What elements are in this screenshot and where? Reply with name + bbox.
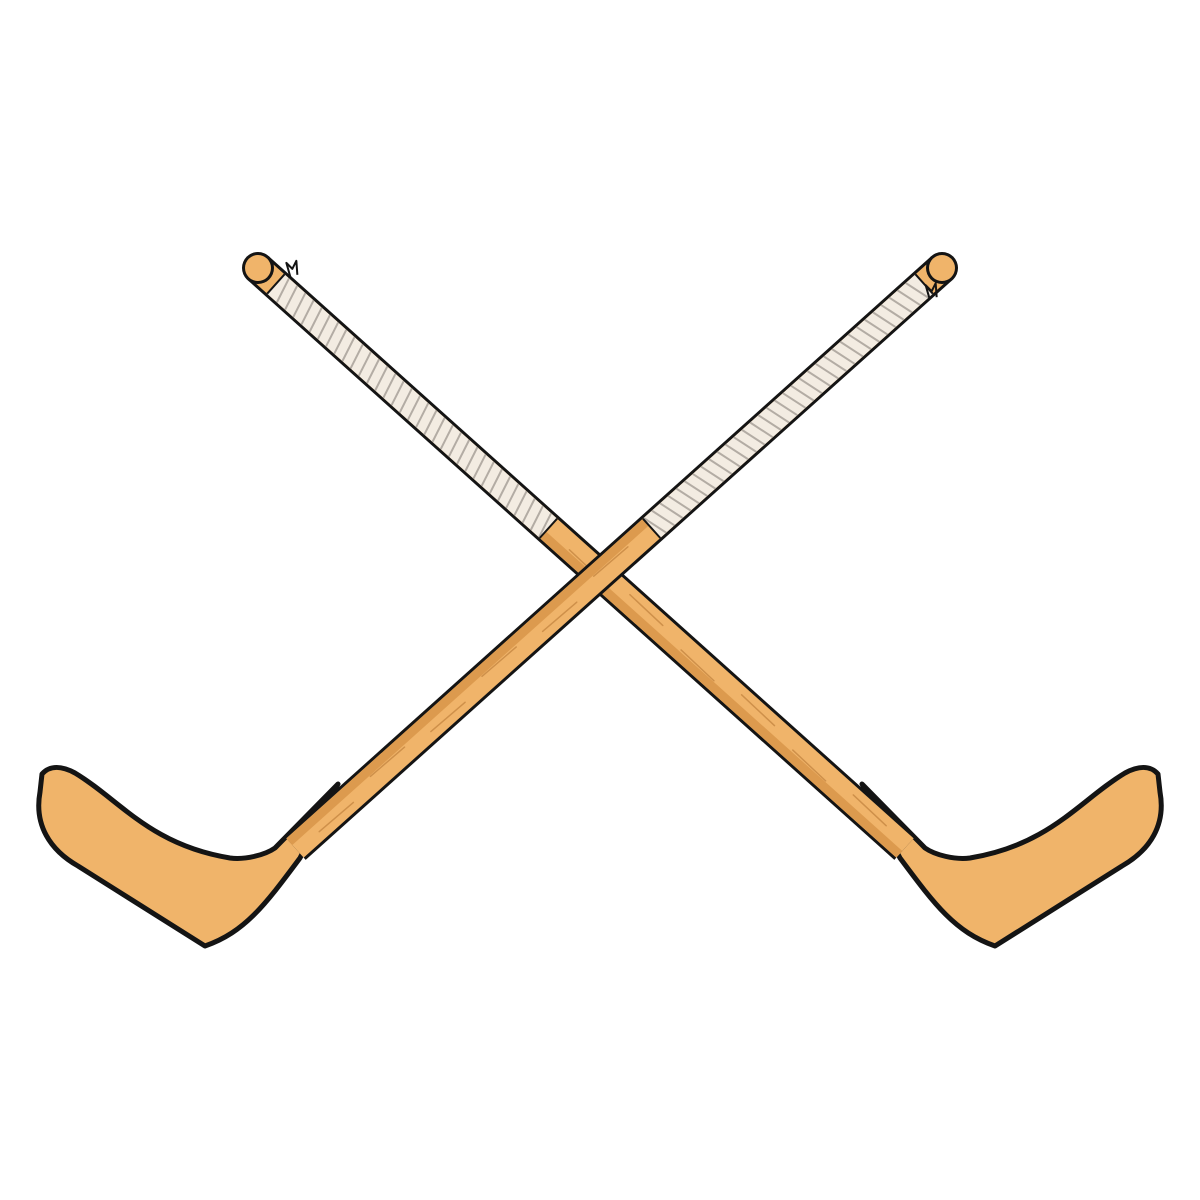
hockey-stick-left-tape-stripe bbox=[798, 377, 823, 394]
hockey-stick-right-blade bbox=[859, 765, 1164, 949]
hockey-stick-right-tape-stripe bbox=[521, 498, 536, 524]
hockey-stick-right-tape-edge bbox=[266, 273, 286, 295]
hockey-stick-left-tape-stripe bbox=[749, 421, 774, 439]
hockey-stick-left-wood-grain bbox=[481, 646, 517, 678]
hockey-stick-right-shaft-butt-face bbox=[245, 255, 271, 281]
hockey-stick-right-tape-stripe bbox=[513, 490, 528, 516]
hockey-stick-right-tape-stripe bbox=[316, 314, 331, 340]
hockey-stick-right-wood-grain bbox=[852, 794, 887, 827]
hockey-stick-right-wood-grain bbox=[792, 749, 827, 782]
hockey-stick-right-tape-stripe bbox=[480, 461, 495, 487]
hockey-stick-right-tape-stripe bbox=[505, 483, 520, 509]
hockey-stick-right-tape-stripe bbox=[341, 336, 356, 362]
hockey-stick-right-tape-stripe bbox=[275, 277, 290, 303]
hockey-stick-right-tape-stripe bbox=[529, 505, 544, 531]
hockey-stick-left-tape-stripe bbox=[675, 487, 700, 505]
hockey-stick-left-tape-stripe bbox=[839, 340, 864, 358]
hockey-stick-left-tape-stripe bbox=[823, 355, 847, 372]
hockey-stick-left-tape-edge bbox=[642, 517, 662, 539]
hockey-stick-left-tape-stripe bbox=[716, 451, 741, 468]
hockey-stick-left-wood-grain bbox=[318, 801, 355, 833]
hockey-stick-right-tape-stripe bbox=[366, 358, 381, 384]
hockey-stick-left-tape-stripe bbox=[741, 429, 766, 446]
hockey-stick-left-tape-stripe bbox=[872, 311, 897, 328]
hockey-stick-left-tape-stripe bbox=[880, 304, 905, 321]
hockey-stick-right-tape-stripe bbox=[439, 424, 454, 450]
hockey-stick-left-tape-stripe bbox=[831, 348, 856, 365]
hockey-stick-right-tape-stripe bbox=[488, 468, 503, 494]
hockey-stick-left-wood-grain bbox=[369, 746, 406, 778]
hockey-stick-right-tape-stripe bbox=[472, 454, 487, 480]
hockey-stick-left-tape-stripe bbox=[643, 517, 667, 534]
hockey-stick-right-shaft bbox=[242, 252, 916, 860]
hockey-stick-right-tape-stripe bbox=[456, 439, 471, 465]
hockey-stick-right-tape-stripe bbox=[382, 373, 397, 399]
hockey-stick-left-tape-stripe bbox=[733, 436, 757, 453]
hockey-stick-right-tape-stripe bbox=[447, 432, 462, 458]
hockey-stick-right-tape-stripe bbox=[431, 417, 446, 443]
hockey-stick-right-tape-wrap bbox=[267, 274, 558, 539]
hockey-stick-right-tape-stripe bbox=[333, 329, 348, 355]
hockey-stick-left-tape-stripe bbox=[757, 414, 782, 431]
hockey-stick-right-tape-stripe bbox=[325, 321, 340, 347]
hockey-stick-right-tape-stripe bbox=[538, 512, 553, 538]
hockey-stick-left-tape-stripe bbox=[667, 495, 692, 512]
hockey-stick-left-tape-stripe bbox=[700, 465, 725, 483]
hockey-stick-left-tape-stripe bbox=[790, 384, 815, 402]
hockey-stick-left-shaft-butt-face bbox=[929, 255, 955, 281]
hockey-stick-left-tape-stripe bbox=[765, 407, 790, 424]
hockey-stick-left bbox=[36, 252, 958, 949]
hockey-stick-left-tape-stripe bbox=[651, 509, 675, 527]
hockey-stick-right-tape-stripe bbox=[398, 388, 413, 413]
hockey-stick-left-wood-grain bbox=[593, 546, 629, 577]
hockey-stick-right-tape-tail bbox=[285, 259, 299, 278]
hockey-stick-left-tape-stripe bbox=[815, 362, 839, 380]
hockey-stick-left-tape-stripe bbox=[725, 443, 749, 461]
hockey-stick-right-tape-stripe bbox=[300, 299, 315, 325]
hockey-stick-left-tape-stripe bbox=[905, 282, 929, 299]
hockey-stick-left-tape-tail bbox=[924, 282, 938, 300]
hockey-stick-left-tape-stripe bbox=[774, 399, 798, 417]
hockey-stick-right-shaft-shading bbox=[539, 531, 903, 858]
hockey-stick-left-wood-grain bbox=[430, 701, 466, 733]
hockey-stick-right-tape-stripe bbox=[497, 476, 512, 502]
hockey-stick-right-wood-grain bbox=[680, 649, 715, 682]
hockey-stick-right-tape-stripe bbox=[423, 410, 438, 435]
hockey-stick-right-tape-stripe bbox=[390, 380, 405, 406]
hockey-stick-right-tape-edge bbox=[538, 517, 558, 539]
hockey-stick-left-tape-stripe bbox=[856, 326, 880, 343]
hockey-stick-right-wood-grain bbox=[629, 593, 664, 627]
hockey-stick-left-tape-stripe bbox=[782, 392, 807, 409]
hockey-stick-right-wood-grain bbox=[740, 694, 776, 727]
hockey-stick-right-tape-stripe bbox=[407, 395, 421, 421]
hockey-stick-left-tape-stripe bbox=[684, 480, 708, 497]
hockey-stick-left-blade bbox=[36, 765, 341, 949]
hockey-stick-right-tape-stripe bbox=[357, 351, 372, 377]
hockey-stick-left-tape-stripe bbox=[692, 473, 716, 490]
hockey-stick-right bbox=[242, 252, 1164, 949]
hockey-stick-left-wood-grain bbox=[541, 601, 578, 633]
hockey-stick-right-tape-stripe bbox=[349, 343, 364, 369]
hockey-stick-right-tape-stripe bbox=[292, 292, 307, 318]
hockey-stick-left-tape-stripe bbox=[708, 458, 733, 475]
hockey-stick-left-tape-stripe bbox=[897, 289, 921, 306]
hockey-stick-left-tape-stripe bbox=[847, 333, 872, 350]
hockey-stick-right-tape-stripe bbox=[308, 307, 323, 333]
hockey-stick-left-tape-stripe bbox=[806, 370, 831, 387]
hockey-stick-right-tape-stripe bbox=[374, 366, 389, 391]
hockey-stick-left-tape-wrap bbox=[642, 274, 933, 539]
hockey-stick-left-shaft-shading bbox=[286, 518, 649, 846]
hockey-stick-left-shaft bbox=[284, 252, 958, 860]
hockey-stick-left-tape-stripe bbox=[659, 502, 684, 519]
hockey-stick-right-tape-stripe bbox=[415, 402, 430, 428]
hockey-stick-right-tape-stripe bbox=[284, 285, 299, 311]
hockey-stick-left-tape-stripe bbox=[888, 296, 913, 314]
hockey-stick-right-tape-stripe bbox=[464, 446, 479, 472]
hockey-stick-left-tape-stripe bbox=[864, 318, 888, 336]
